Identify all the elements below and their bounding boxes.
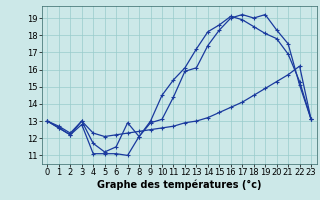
X-axis label: Graphe des températures (°c): Graphe des températures (°c) bbox=[97, 180, 261, 190]
